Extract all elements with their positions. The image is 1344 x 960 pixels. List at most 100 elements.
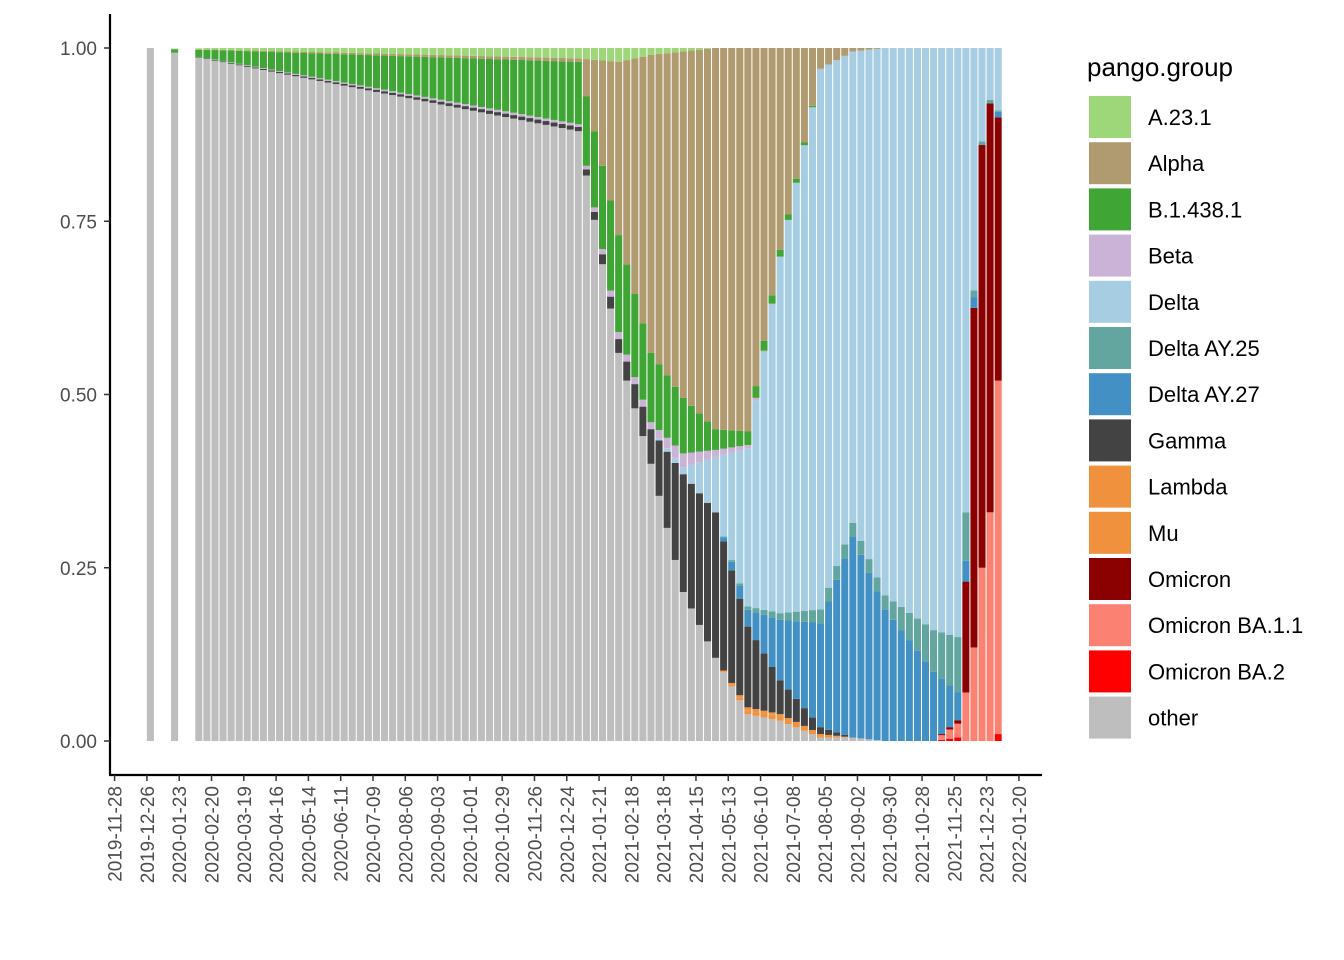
y-tick-label: 0.75 [60,212,97,233]
bar-segment-other [203,58,211,742]
bar-segment-delta [905,48,913,613]
bar-segment-gamma [833,732,841,736]
bar-segment-beta [526,115,534,119]
bar-segment-delta-ay-25 [825,587,833,602]
bar-segment-gamma [825,729,833,735]
bar-segment-delta-ay-25 [978,141,986,146]
bar-segment-other [590,219,598,742]
x-tick-label: 2020-08-06 [396,786,417,883]
bar-segment-mu [736,697,744,701]
legend-label: Omicron BA.2 [1148,659,1285,684]
bar-segment-other [655,495,663,741]
bar-segment-beta [574,124,582,127]
bar-segment-gamma [760,653,768,711]
bar-segment-beta [477,106,485,110]
bar-segment-alpha [792,48,800,179]
bar-segment-alpha [558,58,566,62]
bar-segment-other [445,106,453,741]
bar-segment-a-23-1 [284,48,292,52]
bar-segment-delta [663,448,671,452]
bar-segment-delta-ay-27 [841,558,849,735]
bar-segment-delta [776,256,784,614]
bar-segment-other [219,62,227,742]
bar-segment-delta-ay-27 [752,612,760,641]
bar-segment-gamma [841,734,849,737]
bar-segment-other [526,121,534,741]
x-tick-label: 2021-10-28 [913,786,934,883]
bar-segment-a-23-1 [405,48,413,55]
bar-segment-a-23-1 [381,48,389,54]
bar-segment-alpha [817,48,825,69]
bar-segment-alpha [808,48,816,106]
bar-segment-beta [695,451,703,463]
bar-segment-a-23-1 [324,48,332,53]
bar-segment-a-23-1 [623,48,631,61]
bar-segment-beta [364,86,372,89]
bar-segment-b-1-438-1 [405,56,413,95]
bar-segment-mu [768,714,776,720]
bar-segment-gamma [251,67,259,69]
bar-segment-delta [817,68,825,610]
bar-segment-other [243,66,251,741]
bar-segment-b-1-438-1 [663,375,671,438]
y-axis-ticks: 0.00 0.25 0.50 0.75 1.00 [60,39,110,753]
bar-segment-omicron-ba-1-1 [994,380,1002,735]
legend-label: Delta [1148,290,1200,315]
x-tick-label: 2021-06-10 [752,786,773,883]
bar-segment-other [171,52,179,741]
x-tick-label: 2020-11-26 [525,786,546,882]
bar-segment-beta [510,112,518,116]
bar-segment-other [292,76,300,742]
bar-segment-delta-ay-27 [728,561,736,571]
bar-segment-b-1-438-1 [720,429,728,449]
legend-swatch-omicron-ba-2 [1089,650,1131,693]
bar-segment-beta [639,399,647,407]
bar-segment-delta [720,454,728,537]
bar-segment-other [679,592,687,741]
bar-segment-a-23-1 [445,48,453,56]
bar-segment-lambda [808,729,816,733]
bar-segment-delta [857,50,865,541]
bar-segment-a-23-1 [502,48,510,57]
bar-segment-gamma [655,440,663,496]
x-tick-label: 2021-02-18 [622,786,643,883]
bar-segment-other [146,48,154,741]
bar-segment-other [421,101,429,742]
bar-segment-delta-ay-27 [800,621,808,709]
bar-segment-a-23-1 [582,48,590,60]
bar-segment-delta [744,448,752,607]
bar-segment-delta [736,450,744,584]
bar-segment-a-23-1 [550,48,558,58]
bar-segment-mu [825,736,833,738]
bar-segment-gamma [744,626,752,708]
bar-segment-omicron [954,720,962,724]
bar-segment-alpha [599,60,607,166]
bar-segment-other [259,69,267,742]
bar-segment-delta-ay-27 [784,620,792,690]
bar-segment-delta [687,464,695,484]
bar-segment-delta-ay-25 [808,610,816,623]
bar-segment-delta-ay-25 [897,607,905,631]
bar-segment-gamma [477,109,485,113]
bar-segment-beta [502,111,510,114]
bar-segment-alpha [445,55,453,58]
bar-segment-other [728,686,736,741]
bar-segment-delta-ay-25 [865,559,873,573]
x-tick-label: 2020-07-09 [364,786,385,883]
bar-segment-b-1-438-1 [744,431,752,445]
bar-segment-alpha [235,50,243,51]
bar-segment-beta [461,104,469,107]
bar-segment-other [364,90,372,742]
bar-segment-alpha [590,59,598,132]
bar-segment-delta-ay-25 [873,577,881,592]
bar-segment-b-1-438-1 [502,59,510,112]
bar-segment-a-23-1 [219,48,227,50]
bar-segment-lambda [784,717,792,721]
bar-segment-alpha [768,48,776,296]
legend-label: other [1148,706,1198,731]
bar-segment-beta [485,108,494,111]
bar-segment-a-23-1 [300,48,308,52]
bar-segment-delta-ay-27 [897,630,905,741]
legend-label: Delta AY.25 [1148,336,1260,361]
